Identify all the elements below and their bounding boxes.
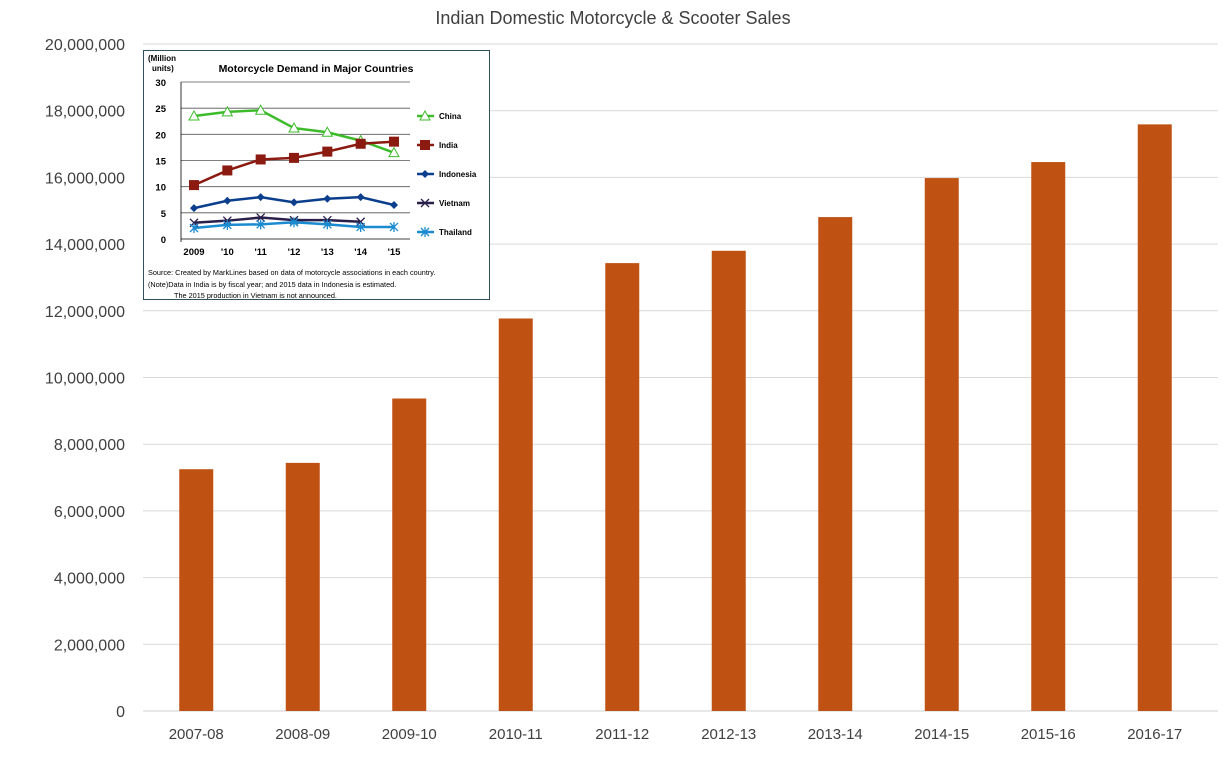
x-tick-label: 2013-14 [808,726,863,743]
y-tick-label: 18,000,000 [45,104,125,121]
marker-square [289,152,299,163]
inset-x-tick-label: '11 [255,247,268,258]
marker-triangle [388,146,400,158]
bar-2008-09 [285,462,320,711]
legend-label: India [439,141,458,150]
bar-2010-11 [498,318,533,711]
marker-square [389,136,399,147]
x-tick-label: 2014-15 [914,726,969,743]
marker-triangle [188,109,200,121]
inset-x-tick-label: '14 [354,247,368,258]
y-tick-label: 20,000,000 [45,37,125,54]
x-tick-label: 2008-09 [275,726,330,743]
marker-triangle [221,105,234,117]
marker-square [322,146,333,157]
marker-star [256,219,266,230]
inset-note: Source: Created by MarkLines based on da… [148,268,435,277]
x-tick-label: 2007-08 [169,726,224,743]
marker-square [420,140,430,150]
y-tick-label: 6,000,000 [54,504,125,521]
bar-2014-15 [924,178,959,711]
marker-star [189,223,199,234]
inset-x-tick-label: '12 [288,247,301,258]
y-tick-label: 4,000,000 [54,571,125,588]
marker-diamond [323,194,332,203]
inset-y-tick-label: 5 [161,209,167,220]
legend-label: Indonesia [439,170,477,179]
x-tick-label: 2011-12 [595,726,649,743]
y-tick-label: 16,000,000 [45,170,125,187]
bar-2012-13 [711,250,746,711]
series-indonesia: Indonesia [190,170,477,213]
y-tick-label: 8,000,000 [54,437,125,454]
marker-diamond [256,193,265,202]
inset-note: The 2015 production in Vietnam is not an… [174,291,337,299]
y-tick-label: 12,000,000 [45,304,125,321]
marker-diamond [190,204,198,213]
marker-square [255,154,266,165]
inset-ylabel: units) [152,64,174,73]
marker-star [322,219,332,230]
inset-y-tick-label: 20 [155,130,166,141]
marker-diamond [223,196,232,205]
marker-star [389,221,399,232]
legend-label: China [439,112,462,121]
marker-star [222,219,232,230]
inset-x-tick-label: 2009 [183,247,204,258]
bar-2007-08 [179,469,214,711]
marker-diamond [421,170,429,178]
marker-diamond [390,200,398,209]
inset-y-tick-label: 25 [155,104,166,115]
bar-2011-12 [605,263,640,711]
x-tick-label: 2015-16 [1021,726,1076,743]
inset-y-tick-label: 30 [155,78,166,89]
chart-title: Indian Domestic Motorcycle & Scooter Sal… [435,8,791,28]
inset-y-tick-label: 0 [161,235,166,246]
inset-x-tick-label: '15 [388,247,402,258]
x-tick-label: 2009-10 [382,726,437,743]
inset-title: Motorcycle Demand in Major Countries [219,63,414,75]
inset-note: (Note)Data in India is by fiscal year; a… [148,280,396,289]
bar-2016-17 [1137,124,1172,712]
y-tick-label: 10,000,000 [45,371,125,388]
x-tick-label: 2012-13 [701,726,756,743]
y-tick-label: 2,000,000 [54,637,125,654]
marker-diamond [356,193,365,202]
bar-2009-10 [392,398,427,711]
marker-triangle [288,122,300,133]
series-vietnam: Vietnam [189,198,470,228]
y-tick-label: 0 [116,704,125,721]
inset-y-tick-label: 10 [155,183,166,194]
x-tick-label: 2016-17 [1127,726,1182,743]
marker-triangle [254,104,267,115]
marker-triangle [321,126,334,137]
marker-square [355,138,366,149]
legend-label: Vietnam [439,199,470,208]
bar-2013-14 [818,217,853,712]
series-line [193,216,361,225]
x-tick-label: 2010-11 [489,726,543,743]
series-thailand: Thailand [189,217,472,237]
marker-square [189,180,199,191]
marker-star [289,217,299,228]
legend-label: Thailand [439,228,472,237]
inset-ylabel: (Million [148,54,176,63]
marker-star [356,221,366,232]
marker-square [222,165,233,176]
series-india: India [189,136,458,191]
y-tick-label: 14,000,000 [45,237,125,254]
inset-chart: (Million units) Motorcycle Demand in Major… [143,50,490,300]
marker-triangle [419,109,431,121]
inset-y-tick-label: 15 [155,157,166,168]
inset-x-tick-label: '10 [221,247,234,258]
inset-x-tick-label: '13 [321,247,334,258]
bar-2015-16 [1031,162,1066,711]
marker-x [420,198,430,208]
marker-diamond [290,198,298,207]
marker-x [256,213,266,223]
marker-star [420,227,430,237]
